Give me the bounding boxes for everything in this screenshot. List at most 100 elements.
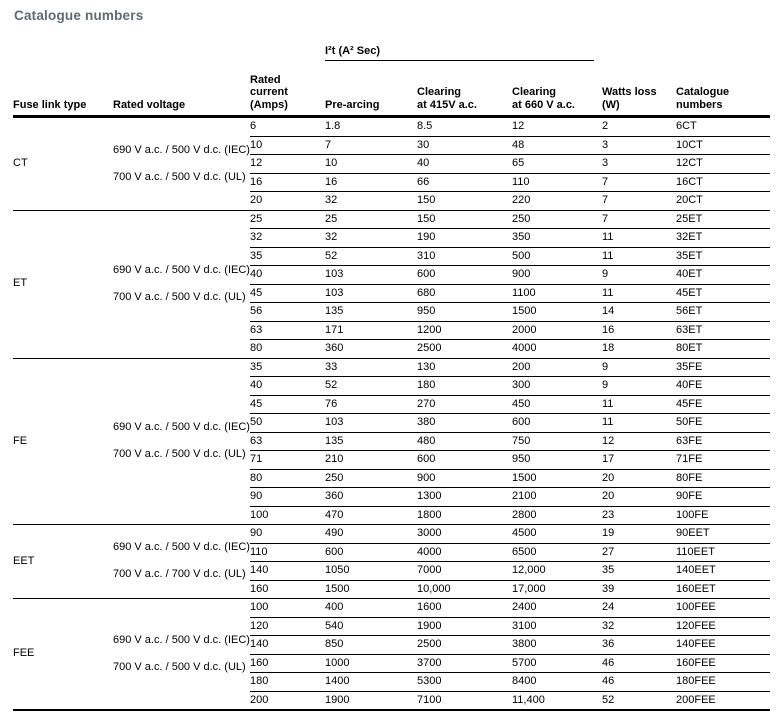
pre-arcing-cell: 103	[325, 265, 417, 284]
catalogue-table: I²t (A² Sec) Fuse link type Rated voltag…	[13, 32, 770, 711]
table-header: I²t (A² Sec) Fuse link type Rated voltag…	[13, 32, 770, 118]
table-row: 180 1400 5300 8400 46 180FEE	[13, 672, 770, 691]
watts-loss-cell: 12	[602, 431, 676, 451]
clearing-415-cell: 30	[417, 135, 512, 155]
column-header-row: Fuse link type Rated voltage Rated curre…	[13, 73, 770, 118]
table-row: 63 171 1200 2000 16 63ET	[13, 320, 770, 340]
clearing-660-cell: 65	[512, 154, 602, 173]
watts-loss-cell: 9	[602, 265, 676, 284]
voltage-line: 690 V a.c. / 500 V d.c. (IEC)	[113, 143, 250, 156]
i2t-header: I²t (A² Sec)	[325, 32, 602, 74]
pre-arcing-cell: 360	[325, 487, 417, 506]
watts-loss-cell: 3	[602, 154, 676, 173]
rated-current-cell: 110	[250, 542, 325, 562]
clearing-660-cell: 950	[512, 450, 602, 469]
pre-arcing-cell: 103	[325, 283, 417, 303]
header-fuse-link-type: Fuse link type	[13, 73, 113, 118]
clearing-660-cell: 3800	[512, 635, 602, 654]
clearing-660-cell: 300	[512, 376, 602, 395]
rated-current-cell: 140	[250, 635, 325, 654]
watts-loss-cell: 52	[602, 690, 676, 710]
watts-loss-cell: 14	[602, 302, 676, 321]
clearing-415-cell: 7000	[417, 561, 512, 580]
rated-current-cell: 40	[250, 376, 325, 395]
clearing-660-cell: 110	[512, 172, 602, 192]
watts-loss-cell: 7	[602, 209, 676, 229]
table-row: 140 1050 7000 12,000 35 140EET	[13, 561, 770, 580]
watts-loss-cell: 24	[602, 598, 676, 617]
pre-arcing-cell: 1400	[325, 672, 417, 691]
table-row: 110 600 4000 6500 27 110EET	[13, 542, 770, 562]
rated-current-cell: 80	[250, 339, 325, 358]
clearing-415-cell: 10,000	[417, 579, 512, 599]
clearing-415-cell: 4000	[417, 542, 512, 562]
clearing-660-cell: 200	[512, 357, 602, 377]
voltage-line: 690 V a.c. / 500 V d.c. (IEC)	[113, 263, 250, 276]
catalogue-number-cell: 40FE	[676, 376, 770, 395]
rated-current-cell: 200	[250, 690, 325, 710]
catalogue-number-cell: 80FE	[676, 468, 770, 488]
pre-arcing-cell: 1.8	[325, 116, 417, 136]
pre-arcing-cell: 540	[325, 616, 417, 636]
rated-voltage-cell: 690 V a.c. / 500 V d.c. (IEC) 700 V a.c. …	[113, 598, 250, 710]
catalogue-number-cell: 140FEE	[676, 635, 770, 654]
watts-loss-cell: 11	[602, 228, 676, 247]
catalogue-number-cell: 40ET	[676, 265, 770, 284]
catalogue-number-cell: 120FEE	[676, 616, 770, 636]
table-row: 12 10 40 65 3 12CT	[13, 154, 770, 173]
table-row: 80 250 900 1500 20 80FE	[13, 468, 770, 488]
clearing-415-cell: 3000	[417, 524, 512, 543]
clearing-415-cell: 150	[417, 209, 512, 229]
watts-loss-cell: 36	[602, 635, 676, 654]
watts-loss-cell: 9	[602, 376, 676, 395]
header-watts-loss: Watts loss (W)	[602, 73, 676, 118]
rated-current-cell: 90	[250, 487, 325, 506]
table-row: 63 135 480 750 12 63FE	[13, 431, 770, 451]
clearing-415-cell: 950	[417, 302, 512, 321]
catalogue-number-cell: 56ET	[676, 302, 770, 321]
rated-current-cell: 45	[250, 394, 325, 414]
clearing-415-cell: 3700	[417, 653, 512, 673]
catalogue-number-cell: 20CT	[676, 191, 770, 210]
rated-current-cell: 71	[250, 450, 325, 469]
clearing-660-cell: 12,000	[512, 561, 602, 580]
watts-loss-cell: 7	[602, 191, 676, 210]
pre-arcing-cell: 16	[325, 172, 417, 192]
header-clearing-660: Clearing at 660 V a.c.	[512, 73, 602, 118]
rated-current-cell: 35	[250, 246, 325, 266]
rated-voltage-cell: 690 V a.c. / 500 V d.c. (IEC) 700 V a.c. …	[113, 524, 250, 599]
pre-arcing-cell: 33	[325, 357, 417, 377]
clearing-660-cell: 750	[512, 431, 602, 451]
table-row: 71 210 600 950 17 71FE	[13, 450, 770, 469]
catalogue-number-cell: 50FE	[676, 413, 770, 432]
table-row: EET 690 V a.c. / 500 V d.c. (IEC) 700 V a.…	[13, 524, 770, 599]
header-spacer	[602, 32, 770, 74]
pre-arcing-cell: 135	[325, 302, 417, 321]
rated-current-cell: 40	[250, 265, 325, 284]
pre-arcing-cell: 10	[325, 154, 417, 173]
clearing-660-cell: 450	[512, 394, 602, 414]
watts-loss-cell: 3	[602, 135, 676, 155]
clearing-660-cell: 1500	[512, 302, 602, 321]
pre-arcing-cell: 1500	[325, 579, 417, 599]
clearing-415-cell: 310	[417, 246, 512, 266]
catalogue-number-cell: 180FEE	[676, 672, 770, 691]
clearing-660-cell: 4000	[512, 339, 602, 358]
clearing-415-cell: 1800	[417, 505, 512, 525]
rated-current-cell: 50	[250, 413, 325, 432]
table-row: 200 1900 7100 11,400 52 200FEE	[13, 690, 770, 710]
table-row: 10 7 30 48 3 10CT	[13, 135, 770, 155]
pre-arcing-cell: 400	[325, 598, 417, 617]
clearing-415-cell: 40	[417, 154, 512, 173]
voltage-line: 700 V a.c. / 500 V d.c. (UL)	[113, 660, 246, 673]
rated-voltage-cell: 690 V a.c. / 500 V d.c. (IEC) 700 V a.c. …	[113, 357, 250, 525]
rated-voltage-cell: 690 V a.c. / 500 V d.c. (IEC) 700 V a.c. …	[113, 209, 250, 358]
clearing-660-cell: 1500	[512, 468, 602, 488]
watts-loss-cell: 46	[602, 653, 676, 673]
voltage-line: 700 V a.c. / 700 V d.c. (UL)	[113, 568, 246, 581]
watts-loss-cell: 9	[602, 357, 676, 377]
clearing-660-cell: 4500	[512, 524, 602, 543]
watts-loss-cell: 19	[602, 524, 676, 543]
table-row: 32 32 190 350 11 32ET	[13, 228, 770, 247]
